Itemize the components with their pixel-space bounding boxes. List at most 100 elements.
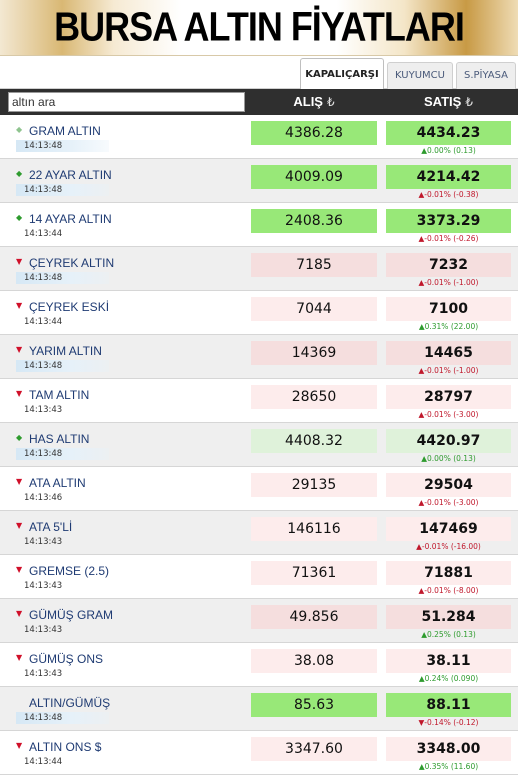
column-header-sell: SATIŞ ₺: [386, 89, 511, 115]
sell-price: 71881: [386, 561, 511, 585]
item-name-gumus-gram[interactable]: GÜMÜŞ GRAM: [29, 608, 113, 622]
item-name-gremse-2-5[interactable]: GREMSE (2.5): [29, 564, 110, 578]
trend-up-icon: ◆: [16, 169, 23, 178]
change-percent: ▲-0.01% (-1.00): [418, 366, 479, 375]
price-table: ◆ GRAM ALTIN 14:13:48 4386.28 4434.23 ▲0.00% …: [0, 115, 518, 775]
table-row[interactable]: ▼ GREMSE (2.5) 14:13:43 71361 71881 ▲-0.01% (…: [0, 555, 518, 599]
table-row[interactable]: ▼ TAM ALTIN 14:13:43 28650 28797 ▲-0.01% (-3.…: [0, 379, 518, 423]
trend-down-icon: ▼: [16, 477, 23, 486]
change-percent: ▲-0.01% (-8.00): [418, 586, 479, 595]
trend-down-icon: ▼: [16, 609, 23, 618]
sell-label: SATIŞ: [424, 94, 462, 109]
update-time: 14:13:43: [24, 581, 63, 591]
item-name-14-ayar-altin[interactable]: 14 AYAR ALTIN: [29, 212, 112, 226]
sell-price: 7100: [386, 297, 511, 321]
sell-price: 3373.29: [386, 209, 511, 233]
sell-price: 3348.00: [386, 737, 511, 761]
item-name-altin-ons[interactable]: ALTIN ONS $: [29, 740, 102, 754]
buy-price: 7044: [251, 297, 377, 321]
sell-price: 4420.97: [386, 429, 511, 453]
item-name-ata-altin[interactable]: ATA ALTIN: [29, 476, 86, 490]
change-percent: ▲0.00% (0.13): [421, 146, 476, 155]
trend-up-icon: ◆: [16, 433, 23, 442]
tab-serbest-piyasa[interactable]: S.PİYASA: [456, 62, 516, 89]
change-percent: ▲0.31% (22.00): [418, 322, 479, 331]
update-time: 14:13:46: [24, 493, 63, 503]
item-name-altin-gumus[interactable]: ALTIN/GÜMÜŞ: [29, 696, 111, 710]
trend-down-icon: ▼: [16, 257, 23, 266]
update-time: 14:13:44: [24, 317, 63, 327]
sell-price: 147469: [386, 517, 511, 541]
search-input[interactable]: [8, 92, 245, 112]
update-time: 14:13:43: [24, 669, 63, 679]
buy-price: 14369: [251, 341, 377, 365]
change-percent: ▼-0.14% (-0.12): [418, 718, 479, 727]
table-row[interactable]: ◆ GRAM ALTIN 14:13:48 4386.28 4434.23 ▲0.00% …: [0, 115, 518, 159]
item-name-ata-5-li[interactable]: ATA 5'Lİ: [29, 520, 73, 534]
item-name-ceyrek-altin[interactable]: ÇEYREK ALTIN: [29, 256, 115, 270]
buy-price: 29135: [251, 473, 377, 497]
tab-kuyumcu[interactable]: KUYUMCU: [387, 62, 453, 89]
trend-down-icon: ▼: [16, 653, 23, 662]
buy-price: 2408.36: [251, 209, 377, 233]
buy-price: 49.856: [251, 605, 377, 629]
update-time: 14:13:48: [16, 360, 109, 372]
trend-down-icon: ▼: [16, 565, 23, 574]
sell-price: 4434.23: [386, 121, 511, 145]
item-name-ceyrek-eski[interactable]: ÇEYREK ESKİ: [29, 300, 110, 314]
buy-price: 7185: [251, 253, 377, 277]
trend-down-icon: ▼: [16, 301, 23, 310]
table-row[interactable]: ▼ ÇEYREK ESKİ 14:13:44 7044 7100 ▲0.31% (22.0…: [0, 291, 518, 335]
sell-price: 88.11: [386, 693, 511, 717]
buy-price: 4386.28: [251, 121, 377, 145]
table-row[interactable]: ▼ ALTIN ONS $ 14:13:44 3347.60 3348.00 ▲0.35%…: [0, 731, 518, 775]
change-percent: ▲-0.01% (-1.00): [418, 278, 479, 287]
sell-price: 29504: [386, 473, 511, 497]
change-percent: ▲0.00% (0.13): [421, 454, 476, 463]
trend-down-icon: ▼: [16, 345, 23, 354]
buy-price: 38.08: [251, 649, 377, 673]
table-row[interactable]: ▼ ÇEYREK ALTIN 14:13:48 7185 7232 ▲-0.01% (-1…: [0, 247, 518, 291]
sell-price: 38.11: [386, 649, 511, 673]
buy-label: ALIŞ: [293, 94, 323, 109]
table-row[interactable]: ◆ 22 AYAR ALTIN 14:13:48 4009.09 4214.42 ▲-0.…: [0, 159, 518, 203]
table-row[interactable]: ALTIN/GÜMÜŞ 14:13:48 85.63 88.11 ▼-0.14% (-0…: [0, 687, 518, 731]
item-name-tam-altin[interactable]: TAM ALTIN: [29, 388, 90, 402]
change-percent: ▲-0.01% (-3.00): [418, 498, 479, 507]
update-time: 14:13:43: [24, 625, 63, 635]
update-time: 14:13:48: [16, 448, 109, 460]
page-title: BURSA ALTIN FİYATLARI: [54, 3, 465, 50]
lira-icon: ₺: [326, 95, 335, 109]
change-percent: ▲0.25% (0.13): [421, 630, 476, 639]
update-time: 14:13:43: [24, 537, 63, 547]
change-percent: ▲0.35% (11.60): [418, 762, 479, 771]
item-name-yarim-altin[interactable]: YARIM ALTIN: [29, 344, 102, 358]
table-row[interactable]: ◆ HAS ALTIN 14:13:48 4408.32 4420.97 ▲0.00% (…: [0, 423, 518, 467]
buy-price: 3347.60: [251, 737, 377, 761]
item-name-gumus-ons[interactable]: GÜMÜŞ ONS: [29, 652, 104, 666]
item-name-gram-altin[interactable]: GRAM ALTIN: [29, 124, 101, 138]
item-name-has-altin[interactable]: HAS ALTIN: [29, 432, 90, 446]
change-percent: ▲-0.01% (-0.26): [418, 234, 479, 243]
buy-price: 4009.09: [251, 165, 377, 189]
buy-price: 85.63: [251, 693, 377, 717]
table-row[interactable]: ◆ 14 AYAR ALTIN 14:13:44 2408.36 3373.29 ▲-0.…: [0, 203, 518, 247]
table-row[interactable]: ▼ ATA ALTIN 14:13:46 29135 29504 ▲-0.01% (-3.…: [0, 467, 518, 511]
buy-price: 4408.32: [251, 429, 377, 453]
item-name-22-ayar-altin[interactable]: 22 AYAR ALTIN: [29, 168, 112, 182]
table-row[interactable]: ▼ GÜMÜŞ GRAM 14:13:43 49.856 51.284 ▲0.25% (0…: [0, 599, 518, 643]
change-percent: ▲0.24% (0.090): [418, 674, 479, 683]
change-percent: ▲-0.01% (-0.38): [418, 190, 479, 199]
update-time: 14:13:48: [16, 140, 109, 152]
update-time: 14:13:44: [24, 229, 63, 239]
tab-kapalicarsi[interactable]: KAPALIÇARŞI: [300, 58, 384, 90]
table-row[interactable]: ▼ GÜMÜŞ ONS 14:13:43 38.08 38.11 ▲0.24% (0.09…: [0, 643, 518, 687]
banner: BURSA ALTIN FİYATLARI: [0, 0, 518, 56]
table-row[interactable]: ▼ ATA 5'Lİ 14:13:43 146116 147469 ▲-0.01% (-1…: [0, 511, 518, 555]
trend-down-icon: ▼: [16, 521, 23, 530]
update-time: 14:13:48: [16, 184, 109, 196]
sell-price: 14465: [386, 341, 511, 365]
sell-price: 7232: [386, 253, 511, 277]
column-header-buy: ALIŞ ₺: [251, 89, 377, 115]
table-row[interactable]: ▼ YARIM ALTIN 14:13:48 14369 14465 ▲-0.01% (-…: [0, 335, 518, 379]
